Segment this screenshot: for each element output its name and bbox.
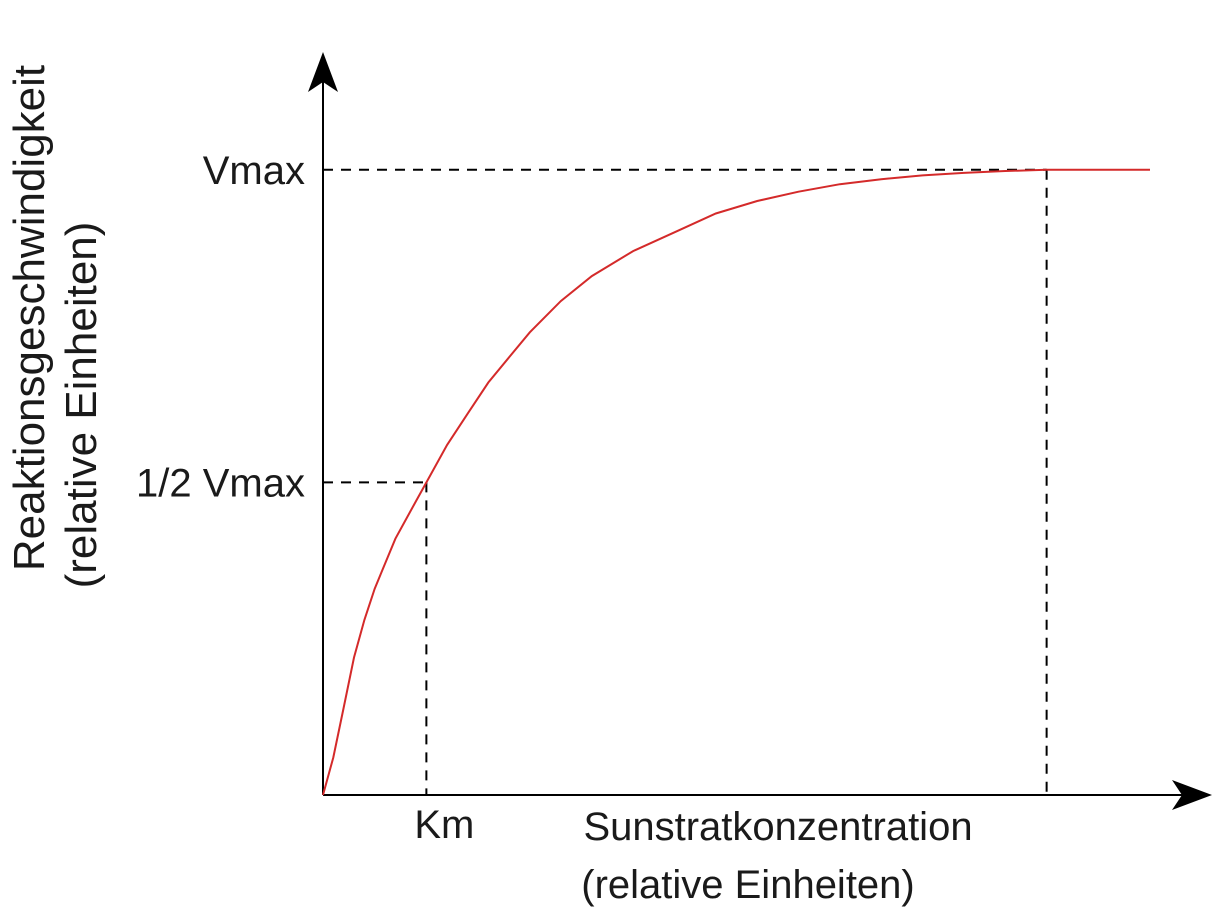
y-axis-label: Reaktionsgeschwindigkeit xyxy=(5,65,54,571)
y-tick-label-half-vmax: 1/2 Vmax xyxy=(136,461,305,505)
x-axis-label: Sunstratkonzentration xyxy=(583,805,972,849)
y-tick-label-vmax: Vmax xyxy=(203,149,305,193)
x-axis-label-unit: (relative Einheiten) xyxy=(581,863,915,907)
x-tick-label-km: Km xyxy=(414,803,474,847)
y-axis-label-unit: (relative Einheiten) xyxy=(57,222,106,589)
data-curve xyxy=(322,168,1150,796)
guide-lines xyxy=(323,168,1048,795)
